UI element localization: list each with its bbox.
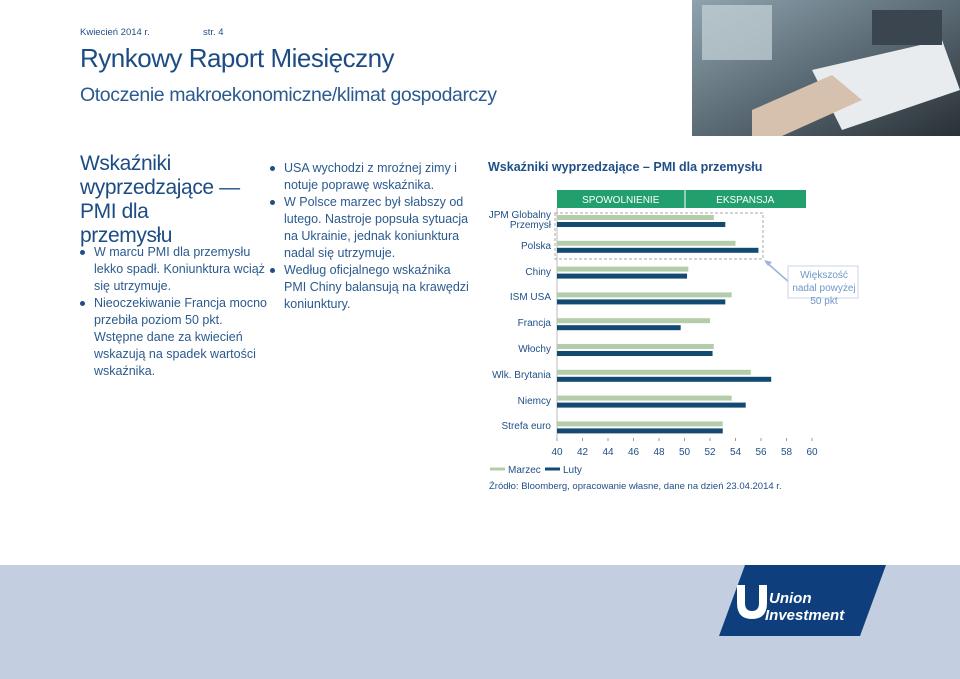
band-label: EKSPANSJA [716,195,774,206]
arrow-head [764,260,772,266]
chart-title: Wskaźniki wyprzedzające – PMI dla przemy… [488,160,763,174]
bar [557,222,726,227]
category-label: ISM USA [509,292,551,304]
x-tick-label: 52 [704,447,716,458]
category-label: JPM Globalny Przemysł [488,210,551,231]
x-tick-label: 54 [730,447,742,458]
bar [557,299,726,305]
band-label: SPOWOLNIENIE [582,195,660,206]
x-tick-label: 42 [577,447,589,458]
bar [557,376,772,382]
subtitle: Otoczenie makroekonomiczne/klimat gospod… [80,84,497,106]
bullet: Według oficjalnego wskaźnika PMI Chiny b… [270,262,475,313]
bar [557,325,681,331]
photo [692,0,960,136]
bullet: W marcu PMI dla przemysłu lekko spadł. K… [80,244,270,295]
arrow [765,261,791,284]
category-label: Włochy [518,344,551,355]
logo-text: Union Investment [765,590,845,624]
annotation: Większość nadal powyżej 50 pkt [792,270,856,307]
bar [557,273,688,279]
bar [557,428,723,434]
logo-box [719,565,886,636]
page-number: str. 4 [203,27,224,38]
bar [557,402,746,408]
bullet: Nieoczekiwanie Francja mocno przebiła po… [80,295,270,380]
bullets-left: W marcu PMI dla przemysłu lekko spadł. K… [80,244,270,380]
category-label: Chiny [525,266,551,278]
bar [557,351,713,356]
annotation-box [787,265,859,299]
x-tick-label: 48 [653,447,665,458]
source: Źródło: Bloomberg, opracowanie własne, d… [489,481,782,492]
bar [557,369,751,375]
footer: Union Investment [0,565,960,679]
x-tick-label: 50 [679,447,691,458]
category-label: Wlk. Brytania [492,369,551,381]
bullet: W Polsce marzec był słabszy od lutego. N… [270,194,475,262]
highlight-box [554,212,764,260]
logo-icon [737,585,767,619]
bar [557,292,732,298]
legend-label: Luty [563,465,582,476]
band [557,190,685,208]
legend-label: Marzec [508,465,541,476]
section-heading: Wskaźniki wyprzedzające — PMI dla przemy… [80,152,240,247]
x-tick-label: 60 [806,447,818,458]
bullet: USA wychodzi z mroźnej zimy i notuje pop… [270,160,475,194]
band [685,190,806,208]
bar [557,266,689,272]
x-tick-label: 56 [755,447,767,458]
x-tick-label: 58 [781,447,793,458]
category-label: Polska [520,240,551,252]
x-tick-label: 46 [628,447,640,458]
bar [557,247,759,253]
category-label: Francja [517,318,551,330]
bar [557,240,736,246]
bar [557,421,723,427]
title: Rynkowy Raport Miesięczny [80,43,395,73]
bar [557,344,714,349]
bar [557,215,714,220]
x-tick-label: 40 [551,447,563,458]
bar [557,318,710,324]
category-label: Niemcy [517,395,551,407]
category-label: Strefa euro [501,421,551,433]
bullets-middle: USA wychodzi z mroźnej zimy i notuje pop… [270,160,475,313]
x-tick-label: 44 [602,447,614,458]
bar [557,395,732,401]
date: Kwiecień 2014 r. [80,27,150,38]
